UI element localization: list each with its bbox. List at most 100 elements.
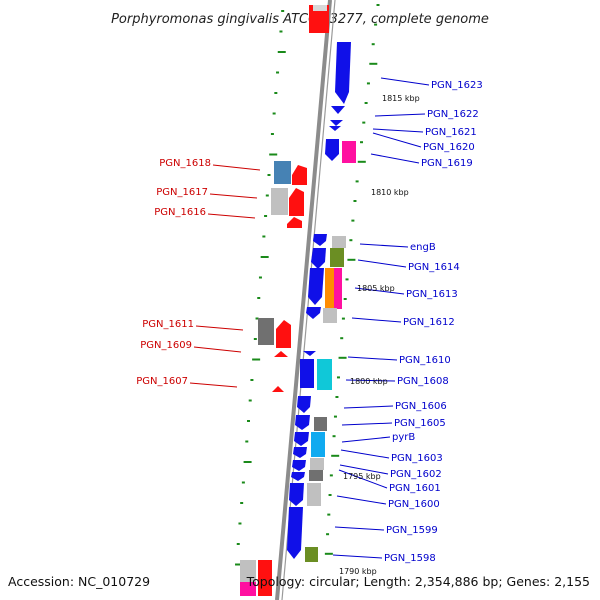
gene-block-pgn-1613b[interactable]: [334, 268, 342, 309]
gene-label-pyrb[interactable]: pyrB: [392, 432, 415, 443]
gene-block-pgn-1617[interactable]: [271, 188, 288, 215]
gene-label-pgn-1611[interactable]: PGN_1611: [142, 319, 194, 330]
gene-label-pgn-1602[interactable]: PGN_1602: [390, 469, 442, 480]
gene-label-engb[interactable]: engB: [410, 242, 436, 253]
gene-label-pgn-1619[interactable]: PGN_1619: [421, 158, 473, 169]
gene-label-pgn-1614[interactable]: PGN_1614: [408, 262, 460, 273]
gene-label-pgn-1622[interactable]: PGN_1622: [427, 109, 479, 120]
scale-tick: [353, 200, 357, 202]
scale-tick: [238, 522, 242, 525]
gene-arrow-pgn-1602[interactable]: [292, 460, 306, 471]
gene-arrow-engb[interactable]: [313, 234, 327, 246]
gene-label-pgn-1623[interactable]: PGN_1623: [431, 80, 483, 91]
gene-block-pgn-1598[interactable]: [305, 547, 318, 562]
leader-line-left: [189, 382, 238, 388]
gene-block-pyrb[interactable]: [311, 432, 325, 457]
gene-arrow-pgn-1608[interactable]: [300, 359, 314, 388]
scale-label-1800: 1800 kbp: [350, 377, 388, 386]
gene-arrow-pgn-1622[interactable]: [331, 106, 345, 114]
gene-label-pgn-1605[interactable]: PGN_1605: [394, 418, 446, 429]
leader-line-right: [345, 379, 396, 382]
scale-tick: [364, 102, 368, 104]
gene-arrow-pgn-1600[interactable]: [289, 483, 304, 506]
gene-arrow-pgn-1603[interactable]: [293, 447, 307, 458]
gene-block-pgn-1603[interactable]: [310, 458, 324, 470]
forward-strand-genes: [287, 42, 356, 562]
gene-arrow-pgn-1619[interactable]: [325, 139, 339, 161]
gene-label-pgn-1606[interactable]: PGN_1606: [395, 401, 447, 412]
gene-arrow-pgn-1621[interactable]: [330, 120, 343, 126]
gene-label-pgn-1600[interactable]: PGN_1600: [388, 499, 440, 510]
gene-label-pgn-1612[interactable]: PGN_1612: [403, 317, 455, 328]
gene-block-pgn-1614[interactable]: [330, 248, 344, 267]
scale-tick: [235, 563, 244, 566]
scale-tick: [264, 215, 268, 217]
gene-block-pgn-1612[interactable]: [323, 308, 337, 323]
leader-line-right: [359, 243, 409, 248]
gene-label-pgn-1610[interactable]: PGN_1610: [399, 355, 451, 366]
gene-arrow-pgn-1610[interactable]: [303, 351, 316, 356]
gene-arrow-pgn-1601[interactable]: [291, 472, 305, 481]
scale-tick: [340, 337, 344, 340]
scale-label-1790: 1790 kbp: [339, 567, 377, 576]
leader-line-left: [193, 346, 242, 353]
leader-line-right: [354, 287, 405, 295]
gene-arrow-pgn-1617[interactable]: [289, 188, 304, 216]
scale-tick: [335, 396, 339, 398]
gene-arrow-pgn-1614[interactable]: [311, 248, 326, 269]
gene-arrow-pyrb[interactable]: [294, 432, 309, 446]
scale-tick: [262, 235, 266, 238]
gene-arrow-bottom[interactable]: [258, 560, 272, 596]
gene-arrow-pgn-1618[interactable]: [292, 165, 307, 185]
gene-label-pgn-1616[interactable]: PGN_1616: [154, 207, 206, 218]
scale-tick: [247, 420, 250, 422]
gene-arrow-pgn-1623[interactable]: [335, 42, 351, 104]
gene-label-pgn-1607[interactable]: PGN_1607: [136, 376, 188, 387]
gene-label-pgn-1608[interactable]: PGN_1608: [397, 376, 449, 387]
gene-label-pgn-1598[interactable]: PGN_1598: [384, 553, 436, 564]
scale-tick: [328, 494, 332, 496]
scale-tick: [255, 317, 259, 320]
gene-arrow-pgn-1620[interactable]: [329, 126, 341, 131]
gene-block-pgn-1618[interactable]: [274, 161, 291, 184]
gene-arrow-pgn-1611[interactable]: [276, 320, 291, 348]
gene-arrow-pgn-1605[interactable]: [295, 415, 310, 430]
scale-tick: [351, 219, 355, 222]
gene-arrow-pgn-1624[interactable]: [309, 5, 329, 33]
gene-arrow-pgn-1599[interactable]: [287, 507, 303, 559]
leader-line-right: [343, 405, 394, 409]
gene-label-pgn-1613[interactable]: PGN_1613: [406, 289, 458, 300]
scale-tick: [267, 174, 271, 176]
gene-label-pgn-1599[interactable]: PGN_1599: [386, 525, 438, 536]
gene-arrow-pgn-1607[interactable]: [272, 386, 284, 392]
gene-block-pgn-1613[interactable]: [325, 268, 334, 309]
scale-tick: [276, 71, 280, 74]
gene-label-pgn-1603[interactable]: PGN_1603: [391, 453, 443, 464]
scale-tick: [270, 133, 274, 135]
scale-tick: [336, 376, 340, 379]
gene-label-pgn-1620[interactable]: PGN_1620: [423, 142, 475, 153]
gene-block-bottom-pink[interactable]: [240, 582, 256, 596]
gene-block-pgn-1608[interactable]: [317, 359, 332, 390]
scale-tick: [281, 10, 285, 12]
leader-line-right: [347, 356, 398, 361]
gene-label-pgn-1609[interactable]: PGN_1609: [140, 340, 192, 351]
gene-arrow-pgn-1606[interactable]: [297, 396, 311, 413]
gene-arrow-pgn-1616[interactable]: [287, 217, 302, 228]
gene-label-pgn-1618[interactable]: PGN_1618: [159, 158, 211, 169]
gene-block-engb[interactable]: [332, 236, 346, 248]
gene-block-pgn-1600[interactable]: [307, 483, 321, 506]
gene-label-pgn-1601[interactable]: PGN_1601: [389, 483, 441, 494]
gene-block-bottom[interactable]: [240, 560, 256, 582]
gene-arrow-pgn-1612[interactable]: [306, 307, 321, 319]
gene-label-pgn-1621[interactable]: PGN_1621: [425, 127, 477, 138]
gene-arrow-pgn-1613[interactable]: [308, 268, 324, 305]
scale-label-1805: 1805 kbp: [357, 284, 395, 293]
gene-block-pgn-1602[interactable]: [309, 470, 323, 481]
gene-arrow-pgn-1609[interactable]: [274, 351, 288, 357]
gene-label-pgn-1617[interactable]: PGN_1617: [156, 187, 208, 198]
gene-block-pgn-1619[interactable]: [342, 141, 356, 163]
gene-block-pgn-1605[interactable]: [314, 417, 327, 431]
scale-tick: [331, 454, 340, 457]
gene-block-pgn-1611[interactable]: [258, 318, 274, 345]
